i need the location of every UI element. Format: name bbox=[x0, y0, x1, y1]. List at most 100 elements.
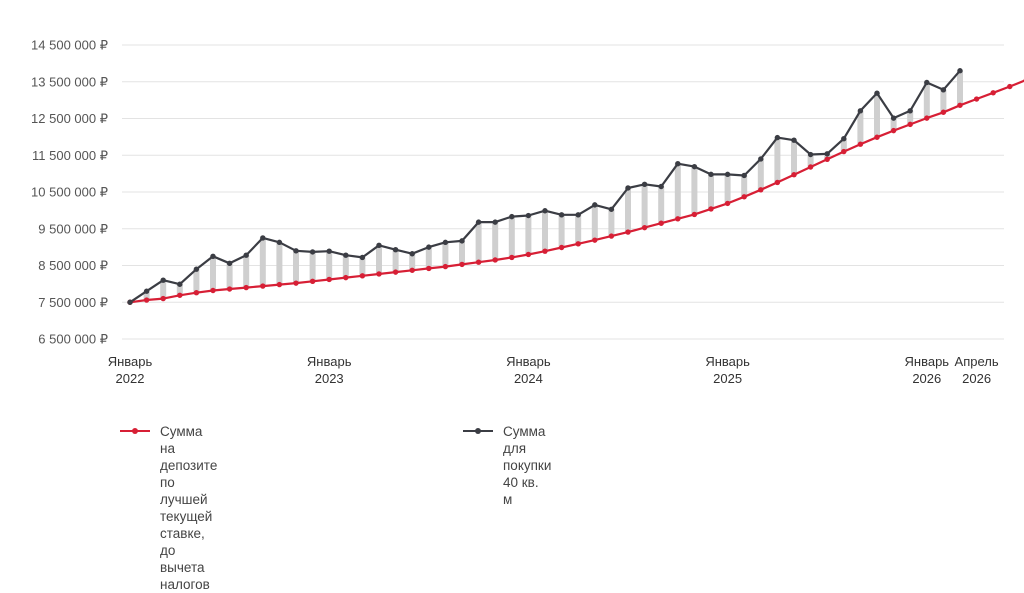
data-point-purchase bbox=[908, 108, 913, 113]
gap-bar bbox=[940, 90, 946, 112]
gap-bar bbox=[874, 93, 880, 137]
gap-bar bbox=[492, 222, 498, 260]
gap-bar bbox=[343, 255, 349, 277]
x-tick-label: Январь bbox=[506, 354, 551, 369]
y-tick-label: 12 500 000 ₽ bbox=[31, 111, 108, 126]
data-point-purchase bbox=[791, 137, 796, 142]
gap-bar bbox=[193, 269, 199, 293]
gap-bar bbox=[758, 159, 764, 190]
data-point-purchase bbox=[825, 151, 830, 156]
gap-bar bbox=[160, 280, 166, 298]
series-line-purchase bbox=[130, 71, 960, 303]
data-point-deposit bbox=[376, 271, 381, 276]
data-point-deposit bbox=[891, 128, 896, 133]
data-point-deposit bbox=[974, 96, 979, 101]
data-point-purchase bbox=[493, 219, 498, 224]
gap-bar bbox=[642, 184, 648, 227]
data-point-deposit bbox=[941, 110, 946, 115]
data-point-deposit bbox=[194, 290, 199, 295]
data-point-deposit bbox=[576, 241, 581, 246]
data-point-deposit bbox=[177, 293, 182, 298]
data-point-deposit bbox=[725, 201, 730, 206]
gap-bar bbox=[260, 238, 266, 286]
y-tick-label: 11 500 000 ₽ bbox=[32, 148, 108, 163]
data-point-deposit bbox=[957, 103, 962, 108]
y-axis: 6 500 000 ₽7 500 000 ₽8 500 000 ₽9 500 0… bbox=[31, 38, 108, 347]
data-point-purchase bbox=[177, 282, 182, 287]
gap-bar bbox=[691, 167, 697, 215]
gap-bar bbox=[442, 242, 448, 266]
legend-marker-purchase bbox=[463, 423, 493, 440]
gap-bar bbox=[476, 222, 482, 262]
data-point-purchase bbox=[642, 182, 647, 187]
data-point-purchase bbox=[742, 173, 747, 178]
gap-bar bbox=[592, 205, 598, 240]
data-point-deposit bbox=[559, 245, 564, 250]
data-point-deposit bbox=[227, 286, 232, 291]
data-point-deposit bbox=[775, 180, 780, 185]
gap-bar bbox=[625, 188, 631, 232]
gap-bar bbox=[542, 211, 548, 251]
data-point-purchase bbox=[559, 212, 564, 217]
data-point-purchase bbox=[576, 212, 581, 217]
data-point-deposit bbox=[260, 283, 265, 288]
gap-bar bbox=[725, 174, 731, 203]
gap-bar bbox=[675, 164, 681, 219]
gap-bar bbox=[243, 255, 249, 287]
legend-marker-deposit bbox=[120, 423, 150, 440]
data-point-deposit bbox=[808, 164, 813, 169]
data-point-deposit bbox=[825, 157, 830, 162]
gap-bar bbox=[509, 217, 515, 258]
data-point-deposit bbox=[625, 229, 630, 234]
data-point-purchase bbox=[775, 135, 780, 140]
data-point-deposit bbox=[841, 149, 846, 154]
legend-dot-deposit bbox=[132, 428, 138, 434]
x-tick-label: Январь bbox=[905, 354, 950, 369]
data-point-deposit bbox=[742, 194, 747, 199]
data-point-deposit bbox=[659, 221, 664, 226]
legend-item-deposit: Сумма на депозите по лучшей текущей став… bbox=[120, 423, 217, 593]
x-tick-label: 2025 bbox=[713, 371, 742, 386]
y-tick-label: 9 500 000 ₽ bbox=[38, 221, 108, 236]
gap-bar bbox=[658, 186, 664, 223]
line-chart: 6 500 000 ₽7 500 000 ₽8 500 000 ₽9 500 0… bbox=[0, 0, 1024, 400]
data-point-purchase bbox=[376, 243, 381, 248]
y-tick-label: 13 500 000 ₽ bbox=[31, 74, 108, 89]
data-point-deposit bbox=[692, 212, 697, 217]
data-point-deposit bbox=[343, 275, 348, 280]
data-point-purchase bbox=[360, 255, 365, 260]
legend-dot-purchase bbox=[475, 428, 481, 434]
y-tick-label: 10 500 000 ₽ bbox=[31, 185, 108, 200]
gap-bar bbox=[608, 209, 614, 236]
x-tick-label: 2026 bbox=[912, 371, 941, 386]
gap-bar bbox=[326, 251, 332, 279]
data-point-deposit bbox=[642, 225, 647, 230]
data-point-purchase bbox=[227, 261, 232, 266]
data-point-deposit bbox=[509, 255, 514, 260]
data-point-deposit bbox=[924, 115, 929, 120]
data-point-purchase bbox=[293, 248, 298, 253]
data-point-purchase bbox=[127, 300, 132, 305]
data-point-deposit bbox=[791, 172, 796, 177]
data-point-deposit bbox=[1007, 84, 1012, 89]
data-point-purchase bbox=[426, 244, 431, 249]
data-point-purchase bbox=[891, 115, 896, 120]
x-tick-label: 2026 bbox=[962, 371, 991, 386]
legend-label-purchase: Сумма для покупки 40 кв. м bbox=[503, 423, 551, 508]
data-point-purchase bbox=[526, 213, 531, 218]
data-point-deposit bbox=[476, 259, 481, 264]
gap-bar bbox=[293, 251, 299, 283]
data-point-purchase bbox=[310, 249, 315, 254]
data-point-deposit bbox=[277, 282, 282, 287]
x-axis: Январь2022Январь2023Январь2024Январь2025… bbox=[108, 354, 999, 386]
data-point-deposit bbox=[244, 285, 249, 290]
gap-bar bbox=[575, 215, 581, 244]
data-point-purchase bbox=[924, 80, 929, 85]
data-point-deposit bbox=[526, 252, 531, 257]
y-tick-label: 6 500 000 ₽ bbox=[38, 332, 108, 347]
data-point-purchase bbox=[393, 247, 398, 252]
data-point-purchase bbox=[244, 253, 249, 258]
gap-bar bbox=[559, 215, 565, 248]
gap-bar bbox=[376, 245, 382, 274]
data-point-deposit bbox=[410, 268, 415, 273]
